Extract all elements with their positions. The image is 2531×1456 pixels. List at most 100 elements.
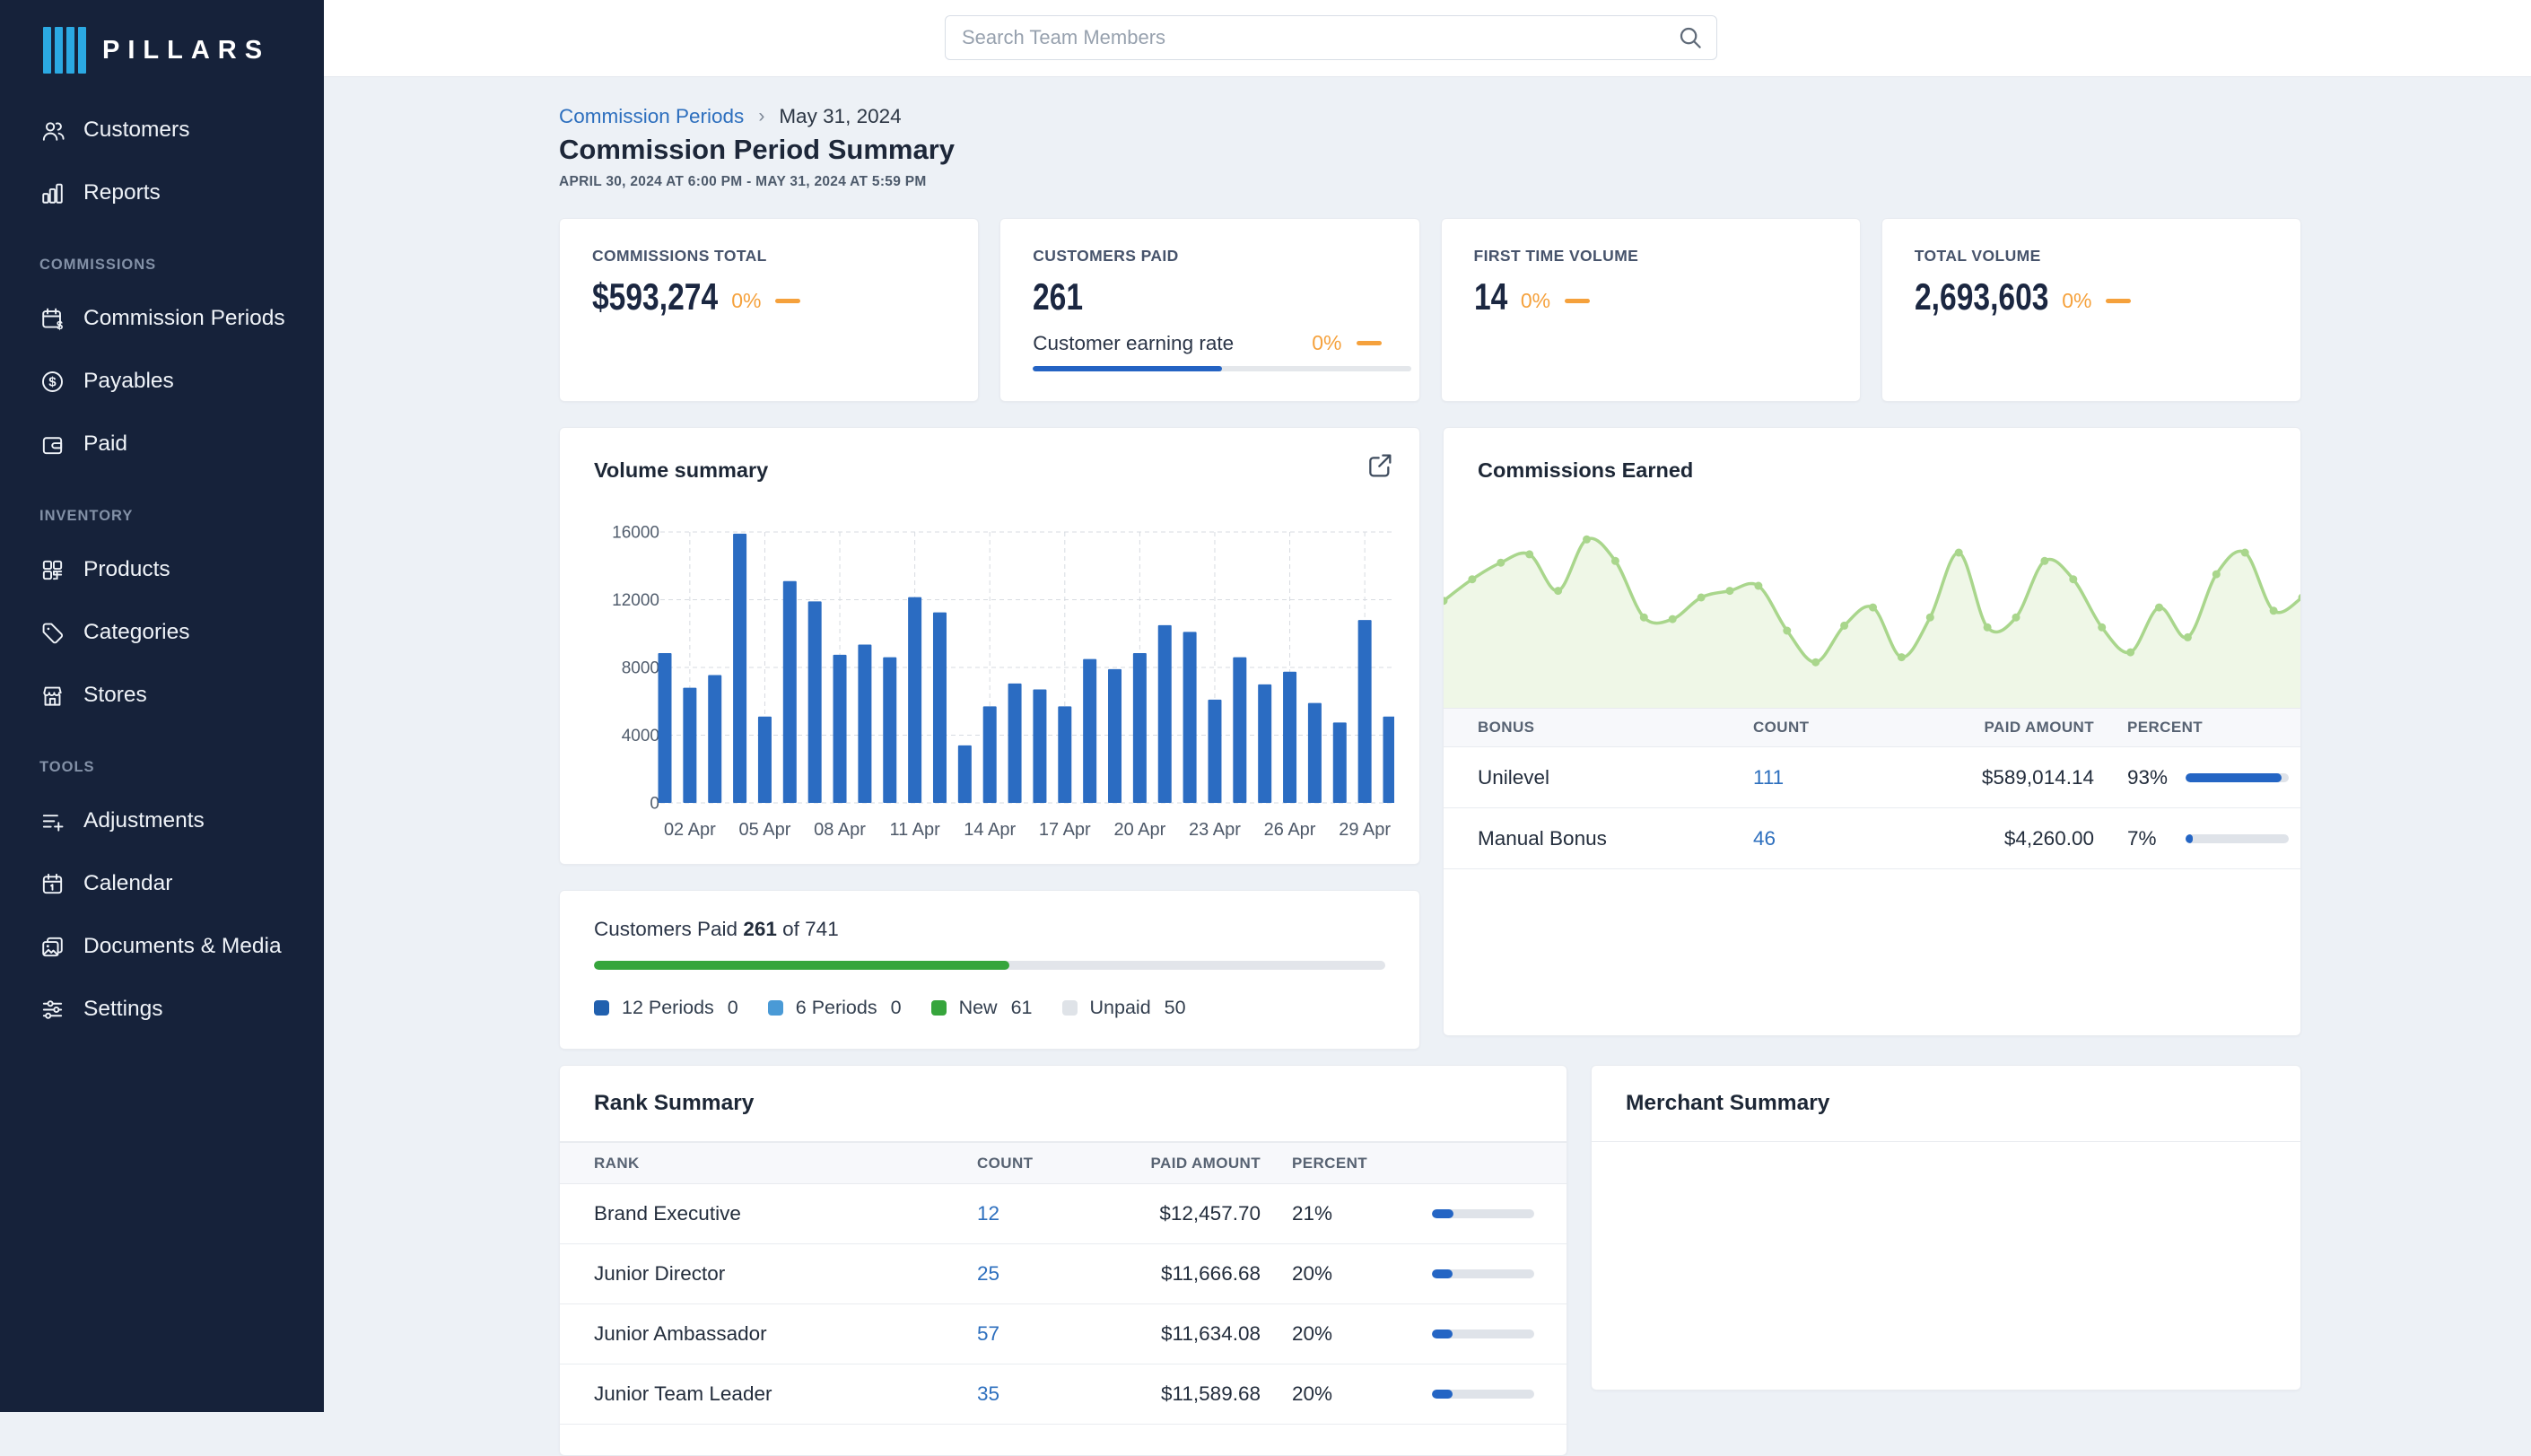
rank-count-link[interactable]: 12 — [977, 1202, 1000, 1225]
sidebar-item-categories[interactable]: Categories — [0, 601, 324, 664]
customers-paid-total: 741 — [805, 918, 839, 940]
spark-point — [2212, 570, 2221, 579]
volume-bar — [1108, 668, 1122, 803]
sidebar-item-paid[interactable]: Paid — [0, 413, 324, 475]
progress-fill — [1432, 1390, 1453, 1399]
stat-label: FIRST TIME VOLUME — [1473, 247, 1639, 265]
sidebar-item-payables[interactable]: $ Payables — [0, 350, 324, 413]
volume-bar — [908, 597, 922, 803]
table-row: Manual Bonus 46 $4,260.00 7% — [1444, 808, 2300, 869]
rank-paid-amount: $11,589.68 — [1161, 1382, 1261, 1405]
commissions-earned-table: BONUS COUNT PAID AMOUNT PERCENT Unilevel 111 $… — [1444, 708, 2300, 869]
legend-value: 0 — [727, 997, 738, 1018]
breadcrumb-commission-periods-link[interactable]: Commission Periods — [559, 105, 745, 127]
col-rank: RANK — [594, 1154, 640, 1172]
volume-bar — [782, 580, 797, 803]
stats-row: COMMISSIONS TOTAL $593,274 0% CUSTOMERS … — [559, 218, 2301, 402]
progress-fill — [2186, 772, 2282, 782]
sidebar-item-label: Stores — [83, 683, 147, 707]
sidebar-item-label: Documents & Media — [83, 934, 282, 958]
y-axis-label: 0 — [650, 795, 659, 814]
progress-fill — [1432, 1269, 1453, 1278]
rank-table-header: RANK COUNT PAID AMOUNT PERCENT — [560, 1142, 1567, 1184]
search-input[interactable] — [962, 26, 1677, 49]
spark-point — [2040, 556, 2049, 565]
sidebar-item-products[interactable]: Products — [0, 538, 324, 601]
y-axis-label: 16000 — [612, 524, 659, 543]
col-percent: PERCENT — [2127, 719, 2204, 736]
x-axis-label: 02 Apr — [664, 820, 716, 840]
main-content: Commission Periods › May 31, 2024 Commis… — [324, 78, 2531, 1456]
spark-point — [1583, 535, 1591, 544]
bonus-count-link[interactable]: 46 — [1753, 826, 1776, 850]
stat-card-first-time-volume: FIRST TIME VOLUME 14 0% — [1440, 218, 1861, 402]
merchant-summary-card: Merchant Summary — [1591, 1065, 2301, 1391]
spark-point — [2069, 575, 2078, 584]
spark-area — [1444, 538, 2300, 708]
y-axis-label: 8000 — [622, 659, 659, 678]
spark-point — [1725, 587, 1734, 596]
rank-count-link[interactable]: 57 — [977, 1322, 1000, 1345]
sidebar-item-calendar[interactable]: Calendar — [0, 852, 324, 915]
rank-count-link[interactable]: 25 — [977, 1262, 1000, 1285]
table-row: Junior Director 25 $11,666.68 20% — [560, 1244, 1567, 1304]
x-axis-label: 23 Apr — [1189, 820, 1241, 840]
progress-fill — [2186, 833, 2194, 843]
sidebar-item-adjustments[interactable]: Adjustments — [0, 789, 324, 852]
volume-bar — [1307, 702, 1322, 803]
spark-point — [1869, 603, 1877, 612]
sidebar-item-customers[interactable]: Customers — [0, 99, 324, 161]
svg-text:$: $ — [57, 318, 63, 331]
customers-paid-line: Customers Paid 261 of 741 — [594, 918, 839, 940]
sidebar-item-stores[interactable]: Stores — [0, 664, 324, 727]
progress-fill — [1033, 366, 1222, 371]
spark-point — [1697, 593, 1706, 602]
search-icon[interactable] — [1677, 24, 1704, 51]
commissions-earned-title: Commissions Earned — [1478, 458, 1694, 482]
stat-value: 261 — [1033, 275, 1084, 318]
brand-name: PILLARS — [102, 35, 271, 65]
categories-icon — [42, 623, 64, 643]
volume-bar — [807, 601, 822, 803]
rank-percent: 20% — [1292, 1262, 1333, 1285]
external-link-icon[interactable] — [1366, 451, 1394, 480]
legend-item-unpaid: Unpaid 50 — [1061, 997, 1186, 1019]
stat-label: CUSTOMERS PAID — [1033, 247, 1179, 265]
x-axis-label: 14 Apr — [964, 820, 1016, 840]
products-icon — [42, 560, 63, 580]
pillars-logo-icon — [43, 27, 86, 74]
spark-point — [2155, 603, 2163, 612]
search-box[interactable] — [945, 15, 1717, 60]
spark-point — [2240, 548, 2249, 557]
sidebar-item-reports[interactable]: Reports — [0, 161, 324, 224]
col-paid-amount: PAID AMOUNT — [1150, 1154, 1261, 1172]
sidebar-item-settings[interactable]: Settings — [0, 978, 324, 1041]
legend-value: 0 — [890, 997, 902, 1018]
legend-swatch-icon — [930, 1000, 947, 1016]
commission-periods-icon: $ — [42, 308, 63, 331]
breadcrumb: Commission Periods › May 31, 2024 — [559, 105, 2301, 128]
bonus-name: Unilevel — [1478, 765, 1550, 789]
commissions-earned-card: Commissions Earned BONUS COUNT PAID AMOUNT… — [1443, 427, 2301, 1036]
col-count: COUNT — [1753, 719, 1810, 736]
trend-flat-icon — [775, 298, 801, 303]
earning-rate-progress — [1033, 366, 1411, 371]
sidebar-nav: Customers Reports COMMISSIONS $ Commission P… — [0, 99, 324, 1041]
y-axis-label: 4000 — [622, 727, 659, 745]
stores-icon — [43, 686, 62, 706]
stat-value: 2,693,603 — [1914, 275, 2049, 318]
sidebar: PILLARS Customers Reports COMMISSIONS $ Comm… — [0, 0, 324, 1412]
commissions-area-chart-svg — [1444, 535, 2300, 708]
table-row: Junior Team Leader 35 $11,589.68 20% — [560, 1364, 1567, 1425]
stat-value: $593,274 — [592, 275, 719, 318]
legend-value: 50 — [1164, 997, 1186, 1018]
bonus-count-link[interactable]: 111 — [1753, 765, 1785, 789]
rank-count-link[interactable]: 35 — [977, 1382, 1000, 1405]
sidebar-item-documents-media[interactable]: Documents & Media — [0, 915, 324, 978]
rank-name: Junior Director — [594, 1262, 726, 1285]
volume-bar — [733, 533, 747, 803]
volume-bar — [1033, 689, 1047, 803]
col-paid-amount: PAID AMOUNT — [1984, 719, 2094, 736]
sidebar-item-commission-periods[interactable]: $ Commission Periods — [0, 287, 324, 350]
spark-point — [1897, 653, 1906, 662]
